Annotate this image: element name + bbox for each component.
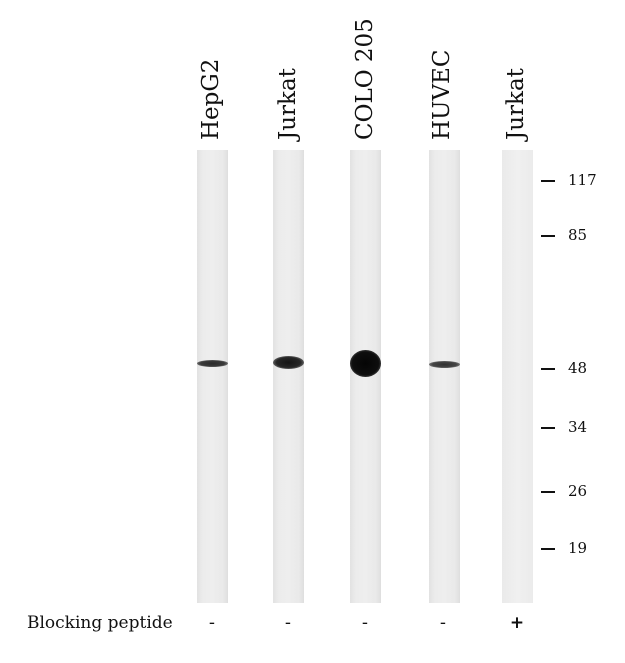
lane-label-huvec: HUVEC [429, 49, 455, 140]
blot-lane-jurkat [273, 150, 304, 603]
lane-label-jurkat: Jurkat [275, 68, 301, 140]
lane-label-colo205: COLO 205 [352, 18, 378, 140]
blot-lane-jurkat-blocked [502, 150, 533, 603]
marker-tick [541, 235, 555, 237]
marker-tick [541, 548, 555, 550]
blocking-sign-huvec: - [439, 613, 447, 633]
blocking-sign-hepg2: - [208, 613, 216, 633]
lane-label-hepg2: HepG2 [198, 58, 224, 140]
marker-label: 48 [568, 359, 588, 377]
lane-label-jurkat-blocked: Jurkat [503, 68, 529, 140]
marker-label: 34 [568, 418, 588, 436]
marker-tick [541, 180, 555, 182]
marker-tick [541, 491, 555, 493]
protein-band [197, 360, 228, 367]
marker-label: 19 [568, 539, 588, 557]
marker-label: 117 [568, 171, 597, 189]
protein-band [273, 356, 304, 369]
blot-lane-colo205 [350, 150, 381, 603]
protein-band [429, 361, 460, 368]
blocking-sign-colo205: - [361, 613, 369, 633]
marker-label: 26 [568, 482, 588, 500]
blot-lane-hepg2 [197, 150, 228, 603]
marker-tick [541, 368, 555, 370]
blot-lane-huvec [429, 150, 460, 603]
marker-label: 85 [568, 226, 588, 244]
marker-tick [541, 427, 555, 429]
blocking-sign-jurkat: - [284, 613, 292, 633]
protein-band [350, 350, 381, 377]
blocking-peptide-label: Blocking peptide [27, 613, 173, 633]
blocking-sign-jurkat-blocked: + [509, 613, 525, 633]
